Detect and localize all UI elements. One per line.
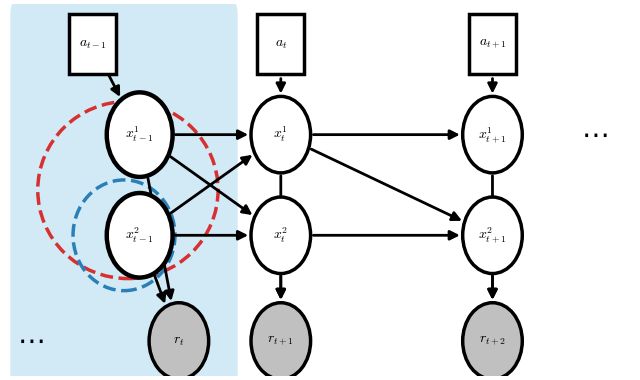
Circle shape [463, 197, 522, 274]
Text: $a_t$: $a_t$ [275, 37, 287, 51]
Text: $x^1_{t+1}$: $x^1_{t+1}$ [478, 125, 507, 144]
FancyBboxPatch shape [10, 0, 237, 380]
Bar [469, 14, 516, 74]
Circle shape [251, 303, 310, 379]
Circle shape [463, 303, 522, 379]
Circle shape [107, 193, 173, 277]
Bar [257, 14, 305, 74]
Circle shape [463, 97, 522, 173]
Text: $r_{t+1}$: $r_{t+1}$ [268, 334, 294, 348]
Bar [69, 14, 116, 74]
Text: $x^1_{t-1}$: $x^1_{t-1}$ [125, 125, 154, 144]
Text: $x^2_{t-1}$: $x^2_{t-1}$ [125, 226, 154, 245]
Text: $x^2_{t+1}$: $x^2_{t+1}$ [478, 225, 507, 245]
Circle shape [251, 197, 310, 274]
Circle shape [149, 303, 209, 379]
Circle shape [107, 92, 173, 177]
Text: $x^2_t$: $x^2_t$ [273, 226, 289, 245]
Text: $r_t$: $r_t$ [173, 334, 184, 348]
Text: $\cdots$: $\cdots$ [581, 120, 608, 149]
Text: $a_{t+1}$: $a_{t+1}$ [479, 37, 506, 51]
Text: $a_{t-1}$: $a_{t-1}$ [79, 37, 107, 51]
Text: $r_{t+2}$: $r_{t+2}$ [479, 334, 506, 348]
Circle shape [251, 97, 310, 173]
Text: $\cdots$: $\cdots$ [17, 327, 44, 355]
Text: $x^1_t$: $x^1_t$ [273, 125, 288, 144]
